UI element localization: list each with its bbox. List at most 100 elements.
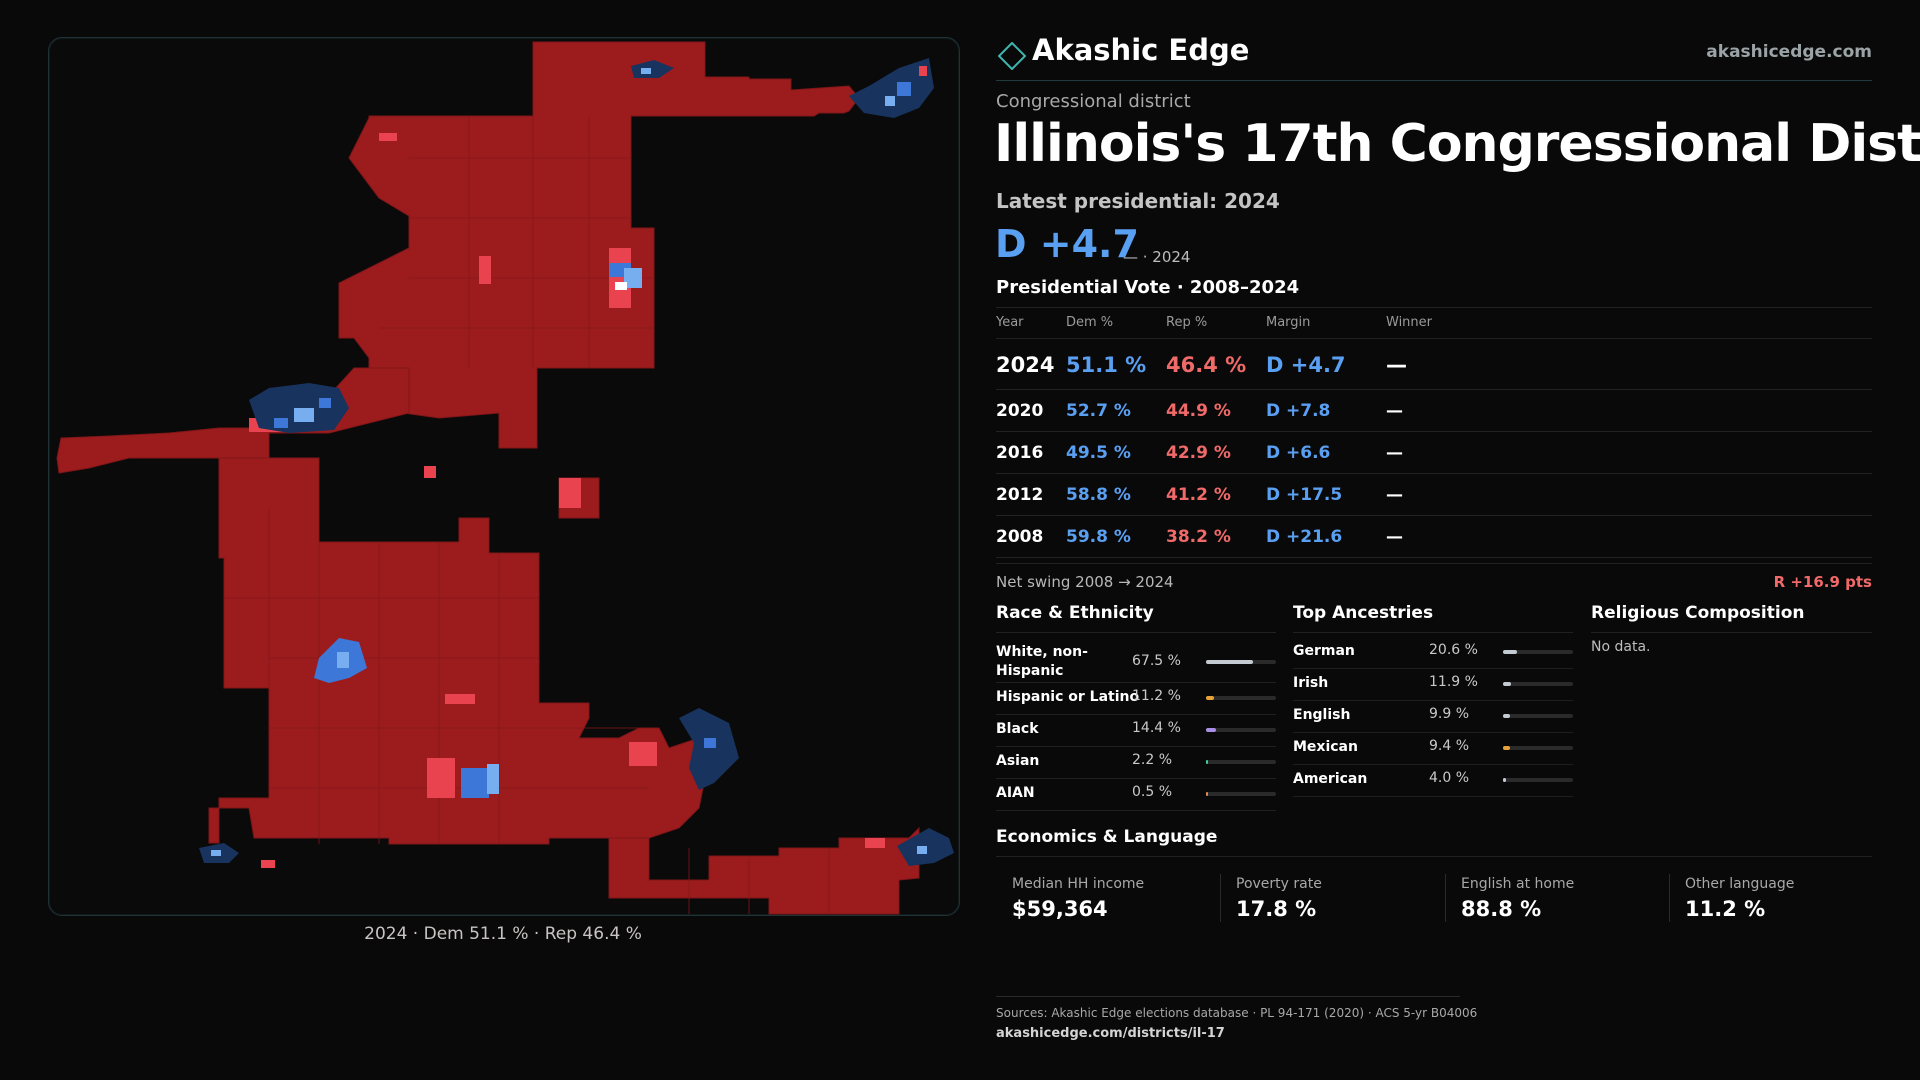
net-swing-label: Net swing 2008 → 2024 xyxy=(996,573,1174,591)
col-header-margin: Margin xyxy=(1266,315,1311,330)
brand-name[interactable]: Akashic Edge xyxy=(1032,33,1250,67)
row-dem: 58.8 % xyxy=(1066,485,1131,505)
net-swing-row: Net swing 2008 → 2024 R +16.9 pts xyxy=(996,563,1872,596)
col-header-winner: Winner xyxy=(1386,315,1433,330)
row-rep: 46.4 % xyxy=(1166,353,1247,377)
econ-label: Median HH income xyxy=(1012,876,1145,892)
economics-section-title: Economics & Language xyxy=(996,827,1218,847)
diamond-logo-icon xyxy=(997,41,1027,74)
sources-link[interactable]: akashicedge.com/districts/il-17 xyxy=(996,1026,1225,1041)
row-year: 2008 xyxy=(996,527,1044,547)
ancestry-value: 4.0 % xyxy=(1429,770,1470,786)
ancestry-name: Mexican xyxy=(1293,739,1358,755)
row-rep: 44.9 % xyxy=(1166,401,1231,421)
row-year: 2016 xyxy=(996,443,1044,463)
religion-empty-state: No data. xyxy=(1591,639,1651,655)
row-margin: D +7.8 xyxy=(1266,401,1331,421)
ancestry-row: English 9.9 % xyxy=(1293,700,1573,733)
ancestry-value: 9.9 % xyxy=(1429,706,1470,722)
race-name: Hispanic or Latino xyxy=(996,689,1140,705)
race-value: 0.5 % xyxy=(1132,784,1173,800)
race-name: Black xyxy=(996,721,1039,737)
race-bar-fill xyxy=(1206,760,1208,764)
econ-poverty-rate: Poverty rate 17.8 % xyxy=(1220,872,1430,928)
row-margin: D +4.7 xyxy=(1266,353,1346,377)
dem-urban-areas xyxy=(199,58,954,866)
sources-divider xyxy=(996,996,1460,997)
ancestry-bar-fill xyxy=(1503,778,1506,782)
ancestry-bar-fill xyxy=(1503,650,1517,654)
race-bar xyxy=(1206,660,1276,664)
race-bar xyxy=(1206,696,1276,700)
row-winner: — xyxy=(1386,527,1403,547)
econ-value: $59,364 xyxy=(1012,897,1108,921)
ancestry-value: 11.9 % xyxy=(1429,674,1478,690)
race-row: Asian 2.2 % xyxy=(996,746,1276,779)
row-winner: — xyxy=(1386,485,1403,505)
ancestry-section-title: Top Ancestries xyxy=(1293,603,1434,623)
econ-divider xyxy=(1220,874,1221,922)
district-map[interactable] xyxy=(48,37,960,916)
district-map-svg xyxy=(56,41,954,915)
econ-divider xyxy=(1669,874,1670,922)
ancestry-name: German xyxy=(1293,643,1355,659)
race-row: AIAN 0.5 % xyxy=(996,778,1276,811)
table-row: 2016 49.5 % 42.9 % D +6.6 — xyxy=(996,432,1872,474)
row-year: 2024 xyxy=(996,353,1055,377)
county-cluster-north xyxy=(338,41,860,449)
latest-presidential: Latest presidential: 2024 xyxy=(996,189,1280,213)
econ-label: English at home xyxy=(1461,876,1575,892)
ancestry-bar-fill xyxy=(1503,682,1511,686)
row-year: 2012 xyxy=(996,485,1044,505)
race-name: Asian xyxy=(996,753,1040,769)
row-dem: 59.8 % xyxy=(1066,527,1131,547)
econ-median-income: Median HH income $59,364 xyxy=(996,872,1206,928)
ancestry-bar xyxy=(1503,778,1573,782)
econ-value: 11.2 % xyxy=(1685,897,1766,921)
page-kicker: Congressional district xyxy=(996,91,1191,112)
county-cluster-southeast xyxy=(608,826,920,915)
race-bar-fill xyxy=(1206,728,1216,732)
race-bar xyxy=(1206,792,1276,796)
table-header: Year Dem % Rep % Margin Winner xyxy=(996,307,1872,339)
table-row: 2012 58.8 % 41.2 % D +17.5 — xyxy=(996,474,1872,516)
ancestry-row: Mexican 9.4 % xyxy=(1293,732,1573,765)
row-dem: 51.1 % xyxy=(1066,353,1147,377)
econ-value: 88.8 % xyxy=(1461,897,1542,921)
race-row: Black 14.4 % xyxy=(996,714,1276,747)
votes-section-title: Presidential Vote · 2008–2024 xyxy=(996,277,1300,298)
race-value: 11.2 % xyxy=(1132,688,1181,704)
row-margin: D +6.6 xyxy=(1266,443,1331,463)
race-bar-fill xyxy=(1206,660,1253,664)
race-name: White, non-Hispanic xyxy=(996,644,1088,679)
map-caption: 2024 · Dem 51.1 % · Rep 46.4 % xyxy=(364,924,642,944)
ancestry-bar xyxy=(1503,714,1573,718)
ancestry-row: Irish 11.9 % xyxy=(1293,668,1573,701)
precincts-peoria xyxy=(679,708,739,790)
latest-margin-sub: — · 2024 xyxy=(1123,248,1191,266)
econ-english-home: English at home 88.8 % xyxy=(1445,872,1655,928)
race-bar-fill xyxy=(1206,696,1214,700)
table-row: 2008 59.8 % 38.2 % D +21.6 — xyxy=(996,516,1872,558)
race-row: Hispanic or Latino 11.2 % xyxy=(996,682,1276,715)
race-value: 2.2 % xyxy=(1132,752,1173,768)
econ-divider xyxy=(1445,874,1446,922)
ancestry-row: American 4.0 % xyxy=(1293,764,1573,797)
econ-other-language: Other language 11.2 % xyxy=(1669,872,1879,928)
brand-url[interactable]: akashicedge.com xyxy=(1706,42,1872,62)
row-dem: 49.5 % xyxy=(1066,443,1131,463)
religion-divider xyxy=(1591,632,1872,633)
row-rep: 38.2 % xyxy=(1166,527,1231,547)
ancestry-bar-fill xyxy=(1503,746,1510,750)
race-value: 14.4 % xyxy=(1132,720,1181,736)
row-margin: D +21.6 xyxy=(1266,527,1343,547)
ancestry-row: German 20.6 % xyxy=(1293,636,1573,669)
latest-margin: D +4.7 xyxy=(995,222,1139,266)
race-value: 67.5 % xyxy=(1132,653,1181,669)
col-header-dem: Dem % xyxy=(1066,315,1114,330)
race-bar-fill xyxy=(1206,792,1208,796)
ancestry-divider xyxy=(1293,632,1573,633)
row-margin: D +17.5 xyxy=(1266,485,1343,505)
ancestry-name: Irish xyxy=(1293,675,1329,691)
col-header-year: Year xyxy=(996,315,1024,330)
